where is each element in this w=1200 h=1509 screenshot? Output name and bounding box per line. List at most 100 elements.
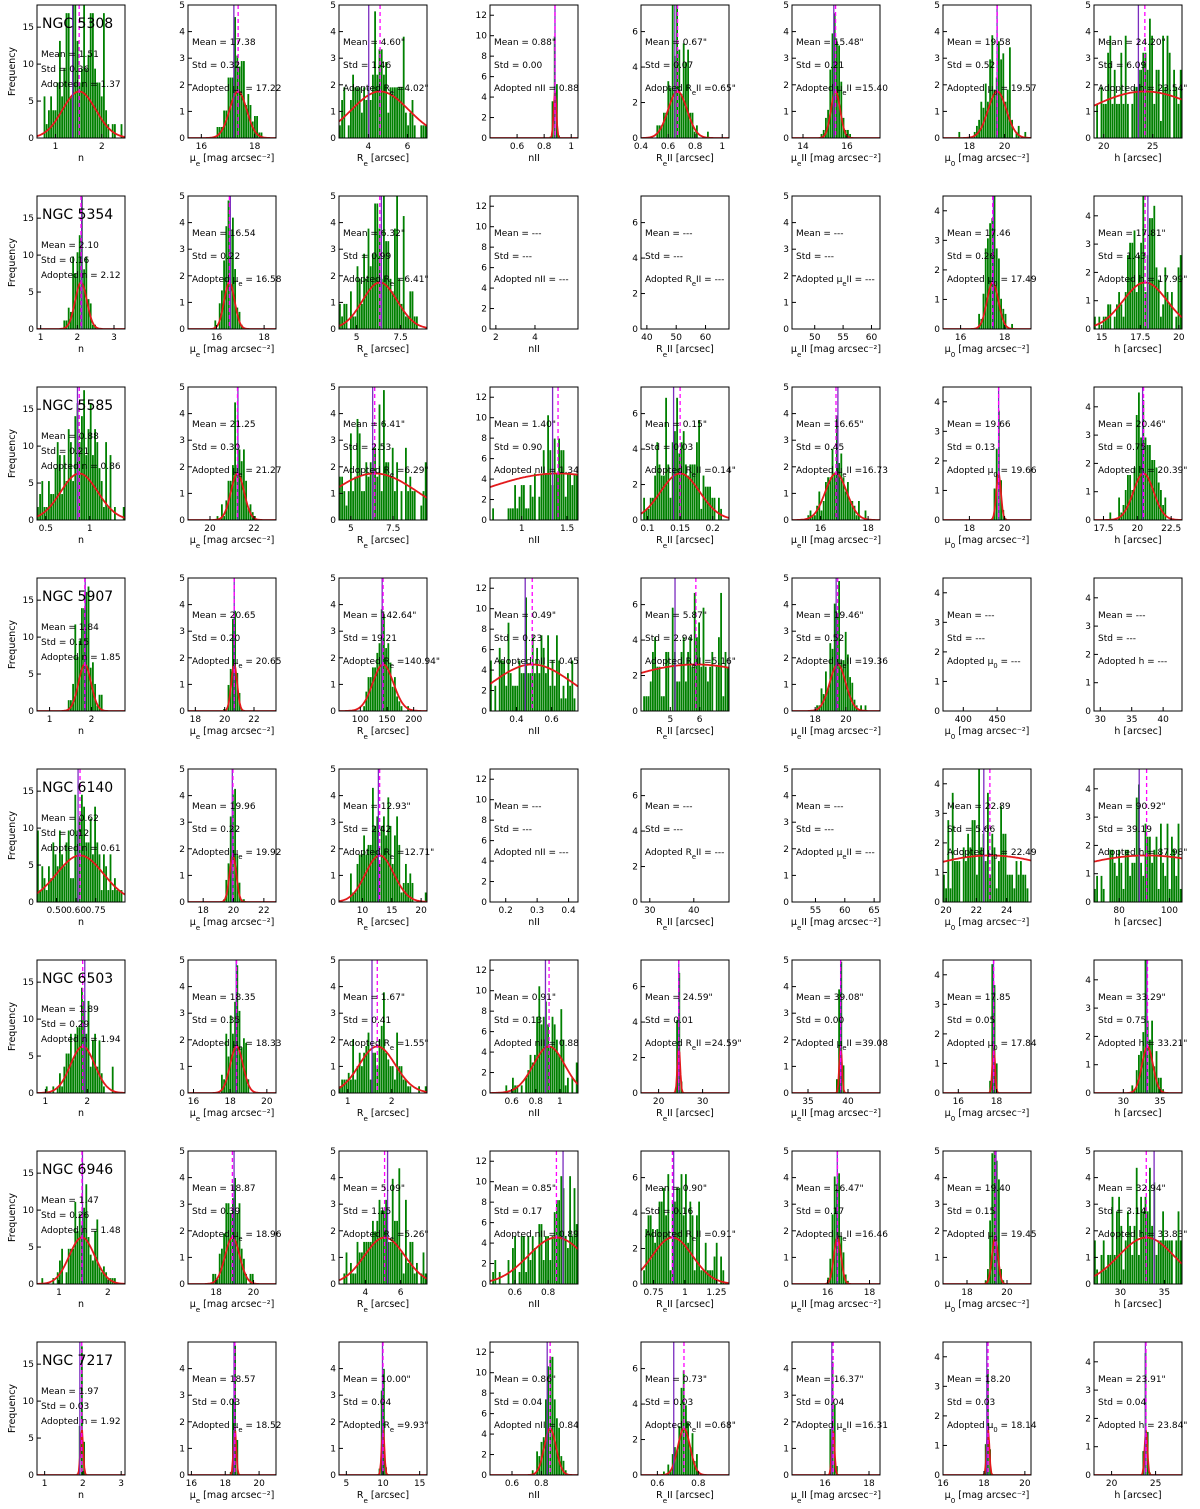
y-tick-label: 3 [1085,431,1091,441]
y-tick-label: 4 [179,1174,185,1184]
hist-bar [647,696,650,711]
x-tick-label: 0.2 [706,524,720,534]
y-tick-label: 4 [783,219,789,229]
y-tick-label: 4 [179,1365,185,1375]
gaussian-fit-curve [339,281,427,329]
x-tick-label: 60 [866,333,878,343]
x-tick-label: 16 [186,1479,198,1489]
hist-bar [512,1077,514,1093]
hist-bar [1120,1225,1123,1284]
hist-bar [361,1066,363,1093]
stats-text: Std = 0.41 [343,1016,391,1026]
x-tick-label: 15 [414,1479,425,1489]
stats-text: Std = 1.15 [343,1207,391,1217]
hist-bar [720,592,722,711]
stats-text: Std = 2.94 [645,634,694,644]
hist-bar [1151,218,1153,329]
x-axis-label: μ0 [mag arcsec⁻²] [945,344,1030,359]
y-tick-label: 0 [28,516,34,526]
hist-bar [56,1086,59,1093]
hist-bar [89,1254,92,1284]
hist-bar [678,49,681,138]
y-tick-label: 0 [783,707,789,717]
x-axis-label: μ0 [mag arcsec⁻²] [945,1490,1030,1505]
x-tick-label: 100 [1161,906,1178,916]
hist-bar [380,491,383,520]
stats-text: Adopted ReII = --- [645,275,724,288]
axes-frame [36,1150,126,1285]
gaussian-fit-curve [1094,281,1182,327]
hist-bar [378,643,381,711]
y-tick-label: 3 [934,1000,940,1010]
y-tick-label: 3 [330,1009,336,1019]
x-axis-label: ReII [arcsec] [656,535,714,550]
y-tick-label: 5 [783,1,789,11]
hist-bar [718,497,720,520]
hist-bar [1153,205,1156,329]
y-tick-label: 2 [934,648,940,658]
x-tick-label: 16 [822,1288,834,1298]
stats-text: Adopted μ0 = 22.49 [947,848,1037,861]
stats-text: Mean = 4.60" [343,38,405,48]
hist-bar [1127,849,1129,902]
hist-bar [56,82,59,138]
stats-text: Std = 0.05 [947,1016,995,1026]
hist-bar [687,475,689,520]
y-tick-label: 1 [330,1444,336,1454]
hist-bar [389,825,392,902]
y-tick-label: 4 [330,28,336,38]
stats-text: Adopted h = 23.54" [1098,84,1187,94]
x-tick-label: 20 [1098,142,1110,152]
hist-bar [249,1273,252,1284]
stats-text: Adopted μ0 = 19.66 [947,466,1037,479]
hist-bar [829,477,832,520]
y-tick-label: 5 [934,1,940,11]
y-tick-label: 3 [783,1200,789,1210]
hist-bar [1149,18,1151,138]
hist-bar [67,700,70,711]
y-tick-label: 5 [1085,1147,1091,1157]
hist-bar [400,892,403,902]
hist-bar [363,87,365,138]
y-tick-label: 3 [179,54,185,64]
hist-bar [995,1063,998,1093]
stats-text: Std = 0.00 [796,1016,845,1026]
hist-bar [1155,467,1158,520]
hist-bar [838,1173,840,1284]
y-tick-label: 0 [179,1280,185,1290]
y-tick-label: 1 [179,298,185,308]
hist-bar [531,635,534,711]
hist-bar [691,666,694,711]
axes-frame [791,959,881,1094]
y-tick-label: 0 [632,134,638,144]
hist-bar [847,654,849,711]
x-tick-label: 18 [964,524,976,534]
hist-bar [678,453,681,520]
hist-bar [678,1426,681,1475]
stats-text: Std = 0.26 [947,252,996,262]
hist-bar [41,481,44,520]
y-tick-label: 1 [783,1062,789,1072]
hist-bar [1146,69,1149,138]
hist-bar [70,442,72,520]
hist-bar [227,684,230,711]
hist-bar [407,1262,409,1284]
hist-bar [216,127,219,138]
hist-bar [396,1032,398,1093]
y-tick-label: 4 [330,410,336,420]
y-tick-label: 6 [632,28,638,38]
stats-text: Adopted Re =9.93" [343,1421,429,1434]
hist-bar [81,68,83,138]
hist-bar [339,476,341,520]
y-tick-label: 6 [632,410,638,420]
x-axis-label: nII [528,153,540,164]
stats-text: Mean = 20.46" [1098,420,1166,430]
hist-bar [50,494,52,520]
y-tick-label: 4 [481,93,487,103]
y-tick-label: 4 [632,1400,638,1410]
hist-bar [54,110,57,138]
